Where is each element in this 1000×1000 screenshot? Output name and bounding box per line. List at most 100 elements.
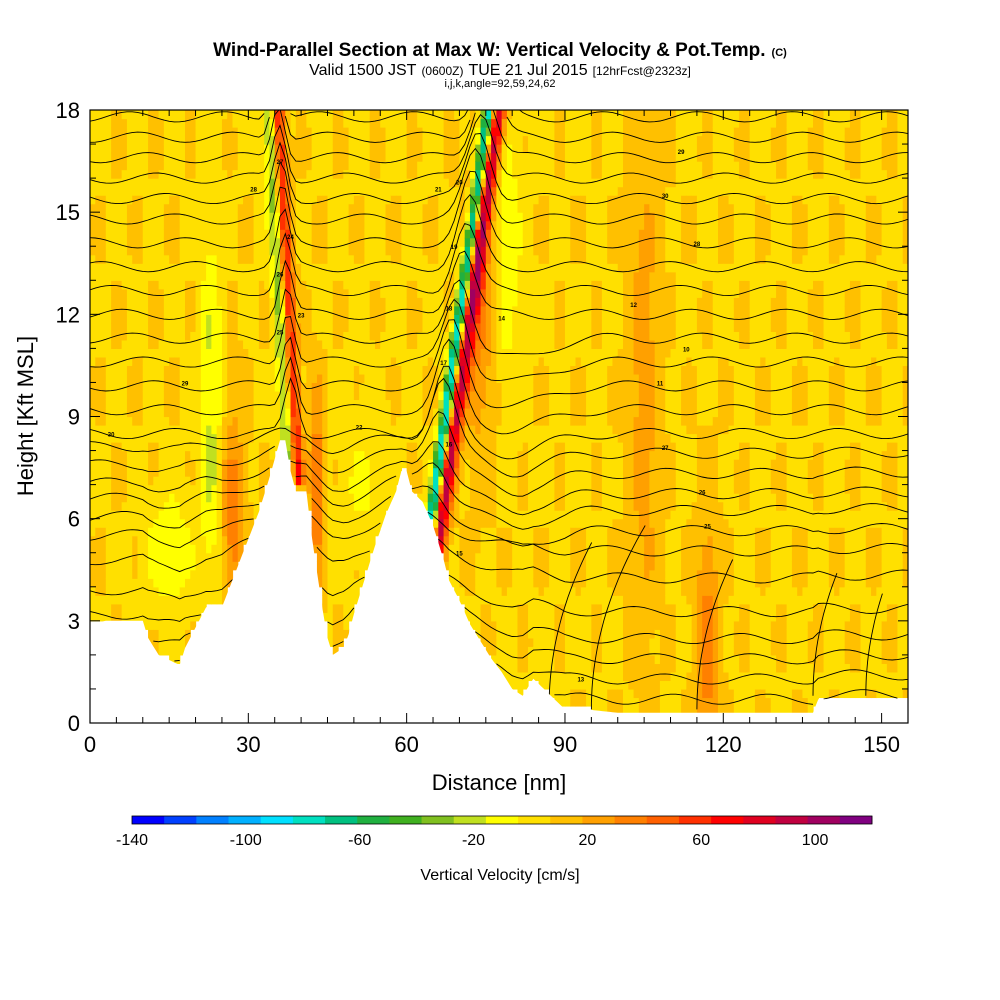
heatmap-cell bbox=[348, 280, 355, 290]
heatmap-cell bbox=[227, 152, 234, 162]
heatmap-cell bbox=[496, 544, 503, 554]
heatmap-cell bbox=[190, 118, 197, 128]
heatmap-cell bbox=[148, 399, 154, 409]
heatmap-cell bbox=[427, 118, 434, 128]
heatmap-cell bbox=[200, 110, 207, 120]
heatmap-cell bbox=[506, 586, 513, 596]
heatmap-cell bbox=[464, 450, 471, 460]
heatmap-cell bbox=[427, 339, 434, 349]
heatmap-cell bbox=[327, 127, 334, 137]
heatmap-cell bbox=[433, 263, 439, 273]
heatmap-cell bbox=[422, 135, 429, 145]
heatmap-cell bbox=[105, 339, 112, 349]
heatmap-cell bbox=[433, 348, 439, 358]
heatmap-cell bbox=[480, 416, 487, 426]
heatmap-cell bbox=[311, 314, 318, 324]
heatmap-cell bbox=[258, 110, 265, 120]
heatmap-cell bbox=[179, 433, 186, 443]
heatmap-cell bbox=[111, 382, 117, 392]
heatmap-cell bbox=[174, 127, 181, 137]
heatmap-cell bbox=[90, 527, 96, 537]
heatmap-cell bbox=[126, 535, 133, 545]
heatmap-cell bbox=[174, 442, 181, 452]
heatmap-cell bbox=[90, 552, 96, 562]
heatmap-cell bbox=[195, 169, 202, 179]
heatmap-cell bbox=[543, 561, 550, 571]
heatmap-cell bbox=[253, 144, 260, 154]
heatmap-cell bbox=[543, 552, 550, 562]
heatmap-cell bbox=[491, 399, 497, 409]
heatmap-cell bbox=[417, 365, 424, 375]
heatmap-cell bbox=[190, 450, 197, 460]
heatmap-cell bbox=[338, 373, 344, 384]
heatmap-cell bbox=[443, 544, 450, 554]
heatmap-cell bbox=[316, 467, 323, 477]
heatmap-cell bbox=[200, 331, 207, 341]
heatmap-cell bbox=[100, 390, 107, 401]
heatmap-cell bbox=[179, 637, 186, 647]
heatmap-cell bbox=[174, 246, 181, 256]
heatmap-cell bbox=[475, 305, 482, 315]
heatmap-cell bbox=[522, 518, 529, 528]
heatmap-cell bbox=[406, 254, 413, 264]
heatmap-cell bbox=[522, 603, 529, 613]
heatmap-cell bbox=[359, 416, 366, 426]
heatmap-cell bbox=[485, 501, 492, 511]
heatmap-cell bbox=[359, 195, 366, 205]
heatmap-cell bbox=[311, 220, 318, 230]
heatmap-cell bbox=[501, 544, 508, 554]
heatmap-cell bbox=[163, 407, 170, 418]
heatmap-cell bbox=[538, 212, 545, 222]
heatmap-cell bbox=[485, 339, 492, 349]
heatmap-cell bbox=[459, 135, 466, 145]
heatmap-cell bbox=[316, 442, 323, 452]
heatmap-cell bbox=[433, 161, 439, 171]
heatmap-cell bbox=[200, 314, 207, 324]
heatmap-cell bbox=[380, 161, 387, 171]
heatmap-cell bbox=[501, 322, 508, 332]
heatmap-cell bbox=[105, 561, 112, 571]
heatmap-cell bbox=[200, 569, 207, 579]
heatmap-cell bbox=[190, 169, 197, 179]
heatmap-cell bbox=[148, 442, 154, 452]
heatmap-cell bbox=[232, 348, 239, 358]
heatmap-cell bbox=[285, 450, 292, 460]
heatmap-cell bbox=[469, 442, 476, 452]
heatmap-cell bbox=[206, 561, 212, 571]
heatmap-cell bbox=[306, 271, 313, 281]
heatmap-cell bbox=[301, 110, 307, 120]
heatmap-cell bbox=[491, 263, 497, 273]
heatmap-cell bbox=[90, 544, 96, 554]
heatmap-cell bbox=[396, 271, 402, 281]
heatmap-cell bbox=[359, 382, 366, 392]
heatmap-cell bbox=[338, 603, 344, 613]
heatmap-cell bbox=[380, 186, 387, 196]
heatmap-cell bbox=[95, 527, 102, 537]
heatmap-cell bbox=[369, 322, 376, 332]
heatmap-cell bbox=[195, 203, 202, 213]
heatmap-cell bbox=[237, 442, 244, 452]
heatmap-cell bbox=[517, 373, 524, 384]
heatmap-cell bbox=[306, 297, 313, 307]
heatmap-cell bbox=[211, 220, 218, 230]
heatmap-cell bbox=[243, 220, 249, 230]
heatmap-cell bbox=[411, 314, 418, 324]
heatmap-cell bbox=[148, 637, 154, 647]
heatmap-cell bbox=[158, 348, 165, 358]
heatmap-cell bbox=[111, 348, 117, 358]
heatmap-cell bbox=[348, 195, 355, 205]
heatmap-cell bbox=[506, 246, 513, 256]
heatmap-cell bbox=[126, 382, 133, 392]
heatmap-cell bbox=[295, 144, 302, 154]
heatmap-cell bbox=[301, 152, 307, 162]
heatmap-cell bbox=[480, 459, 487, 469]
heatmap-cell bbox=[359, 169, 366, 179]
heatmap-cell bbox=[417, 110, 424, 120]
heatmap-cell bbox=[264, 144, 271, 154]
heatmap-cell bbox=[200, 595, 207, 605]
heatmap-cell bbox=[369, 118, 376, 128]
heatmap-cell bbox=[169, 178, 176, 188]
heatmap-cell bbox=[406, 161, 413, 171]
heatmap-cell bbox=[549, 561, 556, 571]
